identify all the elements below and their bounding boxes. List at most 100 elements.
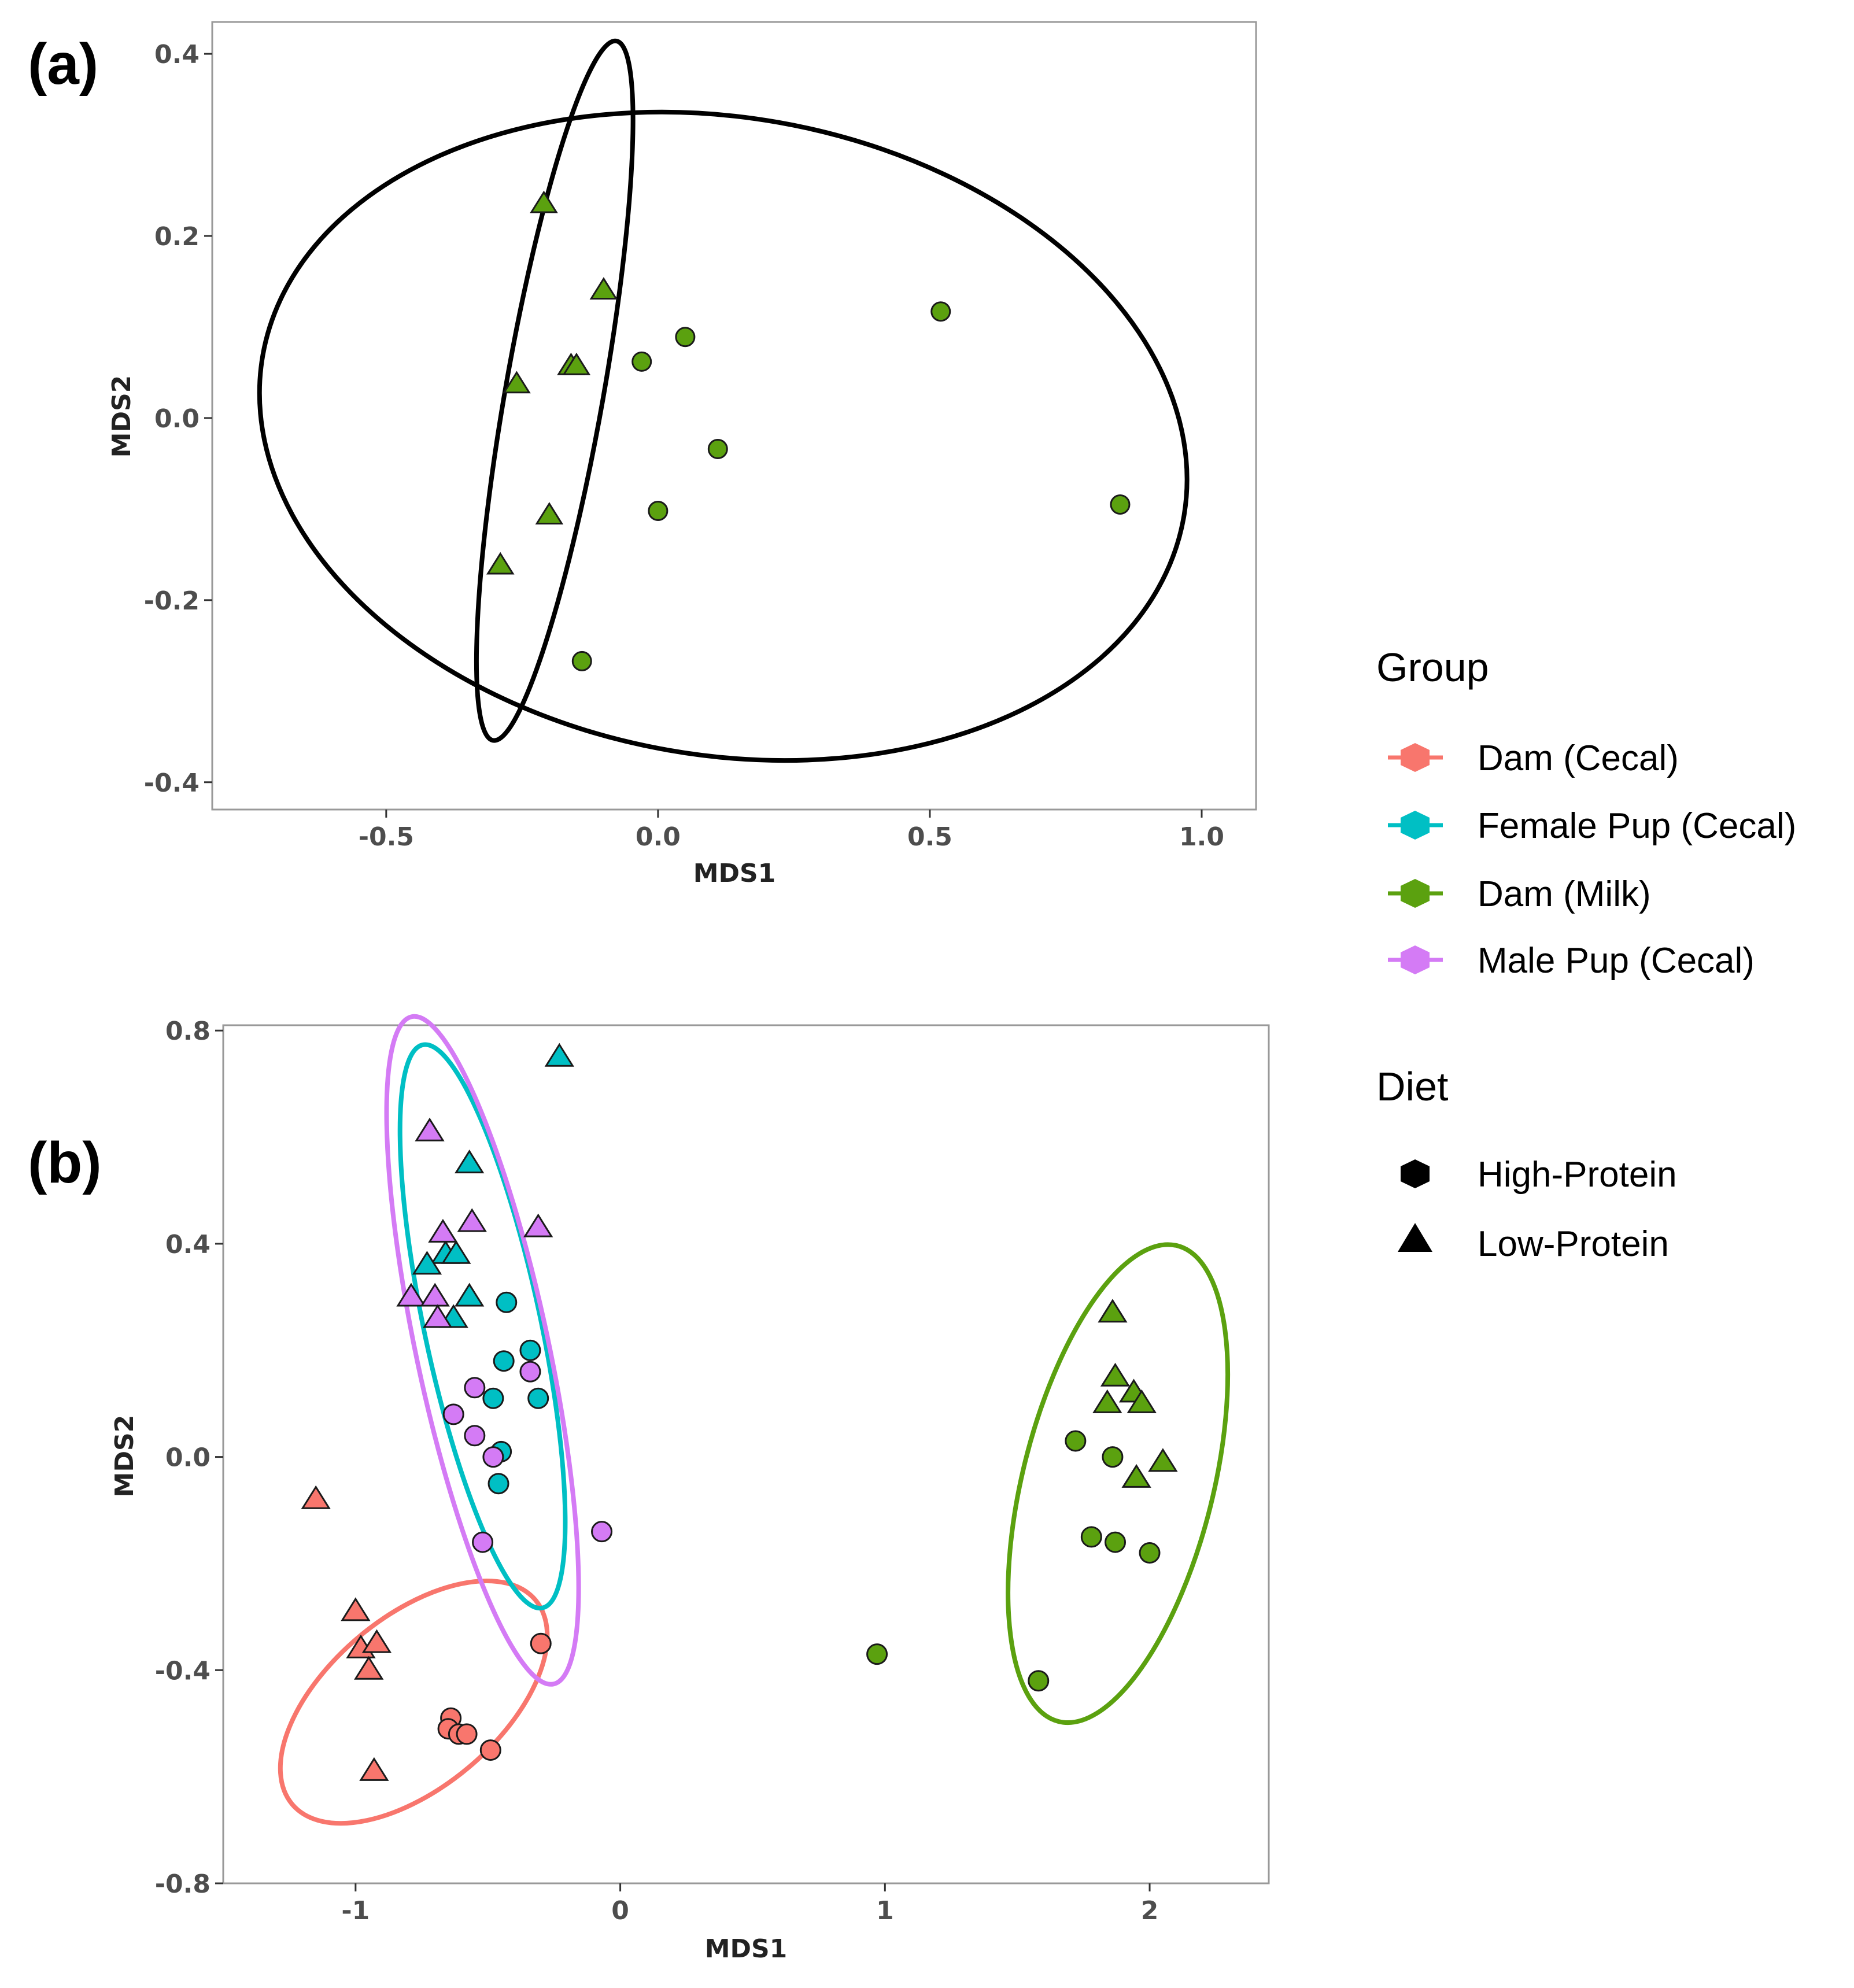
point-triangle-male-pup-cecal xyxy=(396,1283,426,1307)
panel-a-x-ticks: -0.5 0.0 0.5 1.0 xyxy=(359,810,1224,852)
point-triangle-dam-milk xyxy=(589,277,618,300)
point-triangle-dam-milk xyxy=(503,371,531,394)
point-triangle-dam-milk xyxy=(530,190,558,213)
y-tick-label: 0.0 xyxy=(165,1443,210,1473)
ellipse-female-pup-cecal xyxy=(397,1042,568,1611)
panel-b-x-axis-title: MDS1 xyxy=(705,1934,788,1964)
legend-item-low-protein: Low-Protein xyxy=(1398,1223,1669,1264)
point-triangle-female-pup-cecal xyxy=(455,1150,485,1174)
point-triangle-female-pup-cecal xyxy=(412,1251,442,1275)
point-triangle-dam-milk xyxy=(1092,1389,1122,1413)
point-circle-dam-milk xyxy=(1080,1526,1102,1548)
legend-item-female-pup-cecal: Female Pup (Cecal) xyxy=(1388,806,1796,846)
point-circle-dam-cecal xyxy=(479,1739,501,1761)
x-tick-label: 0.0 xyxy=(636,822,681,852)
x-tick-label: 2 xyxy=(1141,1896,1159,1926)
legend-label-male-pup-cecal: Male Pup (Cecal) xyxy=(1478,941,1755,981)
x-tick-label: 0 xyxy=(611,1896,629,1926)
legend: Group Dam (Cecal) Female Pup (Cecal) Dam… xyxy=(1376,645,1796,1264)
panel-a-plot-border xyxy=(211,21,1257,811)
y-tick-label: 0.8 xyxy=(165,1017,210,1046)
point-triangle-male-pup-cecal xyxy=(415,1117,445,1141)
point-triangle-dam-cecal xyxy=(341,1597,371,1621)
point-circle-male-pup-cecal xyxy=(472,1531,494,1553)
legend-label-female-pup-cecal: Female Pup (Cecal) xyxy=(1478,806,1796,846)
point-triangle-female-pup-cecal xyxy=(544,1043,574,1067)
legend-item-male-pup-cecal: Male Pup (Cecal) xyxy=(1388,941,1755,981)
point-circle-dam-cecal xyxy=(530,1632,552,1654)
legend-item-dam-milk: Dam (Milk) xyxy=(1388,874,1651,914)
point-triangle-female-pup-cecal xyxy=(455,1283,485,1307)
panel-b: (b) -1 0 1 2 -0.8 -0.4 0.0 0.4 0.8 MDS1 MDS2 xyxy=(28,1014,1270,1964)
panel-b-y-axis-title: MDS2 xyxy=(110,1415,139,1498)
panel-b-points xyxy=(301,1043,1178,1781)
x-tick-label: 0.5 xyxy=(907,822,952,852)
point-circle-dam-milk xyxy=(675,327,696,348)
legend-label-high-protein: High-Protein xyxy=(1478,1155,1677,1195)
y-tick-label: 0.4 xyxy=(154,40,200,69)
panel-b-ellipses xyxy=(278,1014,1231,1826)
panel-b-y-ticks: -0.8 -0.4 0.0 0.4 0.8 xyxy=(155,1017,223,1899)
y-tick-label: 0.0 xyxy=(154,404,200,434)
panel-a-x-axis-title: MDS1 xyxy=(693,859,776,888)
point-circle-dam-milk xyxy=(1110,494,1131,515)
point-triangle-male-pup-cecal xyxy=(420,1283,450,1307)
ellipse-high-protein xyxy=(257,109,1190,763)
point-triangle-dam-milk xyxy=(535,502,564,524)
point-circle-dam-milk xyxy=(707,438,728,459)
point-triangle-male-pup-cecal xyxy=(457,1208,487,1232)
point-triangle-dam-milk xyxy=(1121,1464,1151,1488)
point-circle-male-pup-cecal xyxy=(591,1521,613,1543)
point-triangle-female-pup-cecal xyxy=(441,1240,471,1264)
point-circle-female-pup-cecal xyxy=(482,1387,504,1409)
legend-key-dam-cecal xyxy=(1401,743,1430,772)
point-circle-male-pup-cecal xyxy=(464,1377,486,1399)
y-tick-label: -0.4 xyxy=(144,768,200,798)
point-circle-dam-milk xyxy=(1105,1531,1127,1553)
point-circle-female-pup-cecal xyxy=(487,1473,509,1495)
legend-group-title: Group xyxy=(1376,645,1489,690)
legend-label-dam-cecal: Dam (Cecal) xyxy=(1478,738,1679,778)
point-triangle-dam-cecal xyxy=(354,1656,384,1680)
point-circle-dam-milk xyxy=(1102,1446,1124,1468)
y-tick-label: 0.4 xyxy=(165,1230,210,1259)
point-circle-male-pup-cecal xyxy=(482,1446,504,1468)
panel-a-y-axis-title: MDS2 xyxy=(107,375,136,458)
point-circle-female-pup-cecal xyxy=(519,1339,541,1361)
point-circle-dam-milk xyxy=(648,501,669,522)
legend-label-dam-milk: Dam (Milk) xyxy=(1478,874,1651,914)
ellipse-dam-cecal xyxy=(278,1579,550,1826)
y-tick-label: 0.2 xyxy=(154,222,200,252)
legend-label-low-protein: Low-Protein xyxy=(1478,1224,1669,1264)
point-triangle-male-pup-cecal xyxy=(523,1213,553,1237)
panel-a-ellipses xyxy=(257,38,1190,763)
point-triangle-male-pup-cecal xyxy=(428,1218,458,1243)
x-tick-label: -0.5 xyxy=(359,822,414,852)
point-circle-female-pup-cecal xyxy=(493,1350,515,1372)
panel-a-label: (a) xyxy=(28,32,98,97)
point-circle-dam-milk xyxy=(571,651,592,671)
legend-key-low-protein xyxy=(1398,1223,1432,1252)
point-circle-female-pup-cecal xyxy=(527,1387,549,1409)
point-circle-dam-cecal xyxy=(456,1723,478,1745)
point-circle-male-pup-cecal xyxy=(519,1361,541,1383)
point-triangle-dam-milk xyxy=(1148,1448,1178,1472)
panel-b-plot-border xyxy=(222,1024,1270,1884)
point-triangle-dam-milk xyxy=(1127,1389,1157,1413)
panel-b-label: (b) xyxy=(28,1130,102,1195)
ellipse-low-protein xyxy=(474,38,636,743)
point-circle-dam-milk xyxy=(930,301,951,322)
point-triangle-male-pup-cecal xyxy=(423,1304,453,1328)
panel-a-y-ticks: -0.4 -0.2 0.0 0.2 0.4 xyxy=(144,40,212,798)
point-triangle-dam-milk xyxy=(486,552,515,575)
legend-key-male-pup-cecal xyxy=(1401,945,1430,974)
x-tick-label: 1 xyxy=(876,1896,894,1926)
x-tick-label: 1.0 xyxy=(1179,822,1224,852)
legend-item-dam-cecal: Dam (Cecal) xyxy=(1388,738,1679,778)
y-tick-label: -0.2 xyxy=(144,586,200,616)
point-triangle-dam-milk xyxy=(1100,1362,1131,1387)
point-circle-dam-milk xyxy=(1065,1430,1087,1452)
panel-b-x-ticks: -1 0 1 2 xyxy=(341,1883,1158,1926)
point-circle-dam-milk xyxy=(866,1643,888,1665)
